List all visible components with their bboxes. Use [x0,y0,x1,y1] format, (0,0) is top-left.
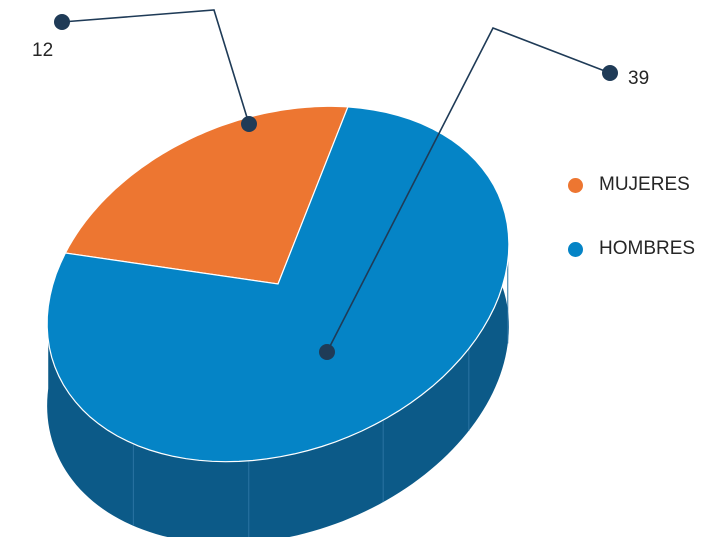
leader-marker-mujeres [241,116,257,132]
leader-lines [54,9,618,360]
legend-label-hombres: HOMBRES [599,238,696,259]
value-label-mujeres: 12 [32,40,53,61]
leader-line-mujeres [61,9,250,125]
legend-swatch-hombres [568,241,583,257]
leader-line-hombres [326,26,611,353]
leader-marker-hombres [602,65,618,81]
pie-top [46,105,510,463]
leader-marker-hombres [319,344,335,360]
pie-side [47,131,509,537]
legend-swatch-mujeres [568,177,583,193]
legend-item-hombres: HOMBRES [568,234,695,264]
legend-item-mujeres: MUJERES [568,170,695,200]
pie-side-wall [47,131,509,537]
legend-label-mujeres: MUJERES [599,174,690,195]
pie-slice-hombres [46,106,510,463]
value-label-hombres: 39 [628,68,649,89]
leader-marker-mujeres [54,14,70,30]
pie-slice-mujeres [64,105,349,285]
legend: MUJERES HOMBRES [568,170,695,298]
